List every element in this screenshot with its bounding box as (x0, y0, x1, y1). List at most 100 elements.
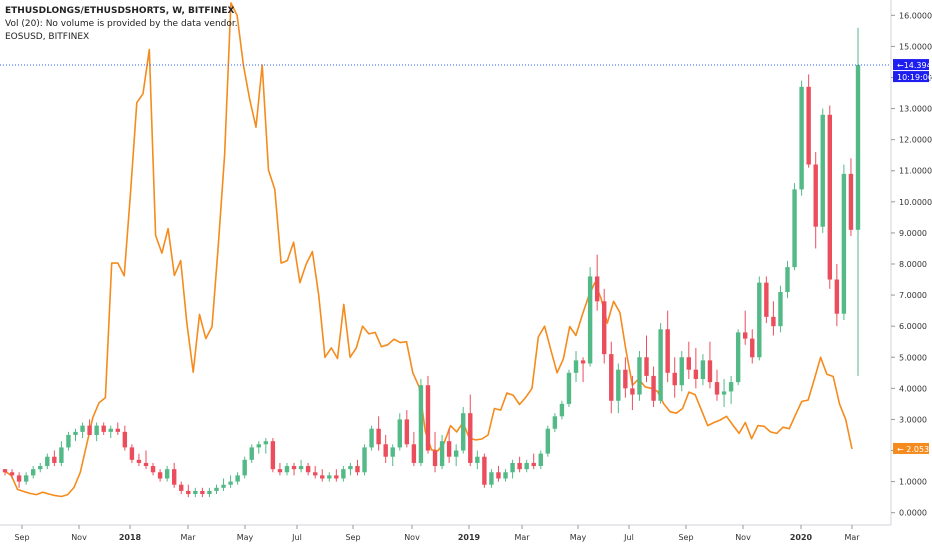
candle-body (66, 434, 71, 448)
candle-body (757, 282, 762, 358)
candle-body (461, 413, 466, 451)
candle-body (200, 490, 205, 495)
candle-body (496, 472, 501, 479)
candle-body (820, 114, 825, 227)
candle-body (700, 360, 706, 380)
time-axis[interactable]: Sep Nov 2018 Mar May Jul Sep Nov 2019 Mar May Jul Se… (14, 525, 860, 542)
candle-body (672, 372, 677, 386)
candle-body (129, 447, 135, 460)
volume-indicator-label[interactable]: Vol (20): No volume is provided by the d… (5, 19, 238, 29)
chart-legend: ETHUSDLONGS/ETHUSDSHORTS, W, BITFINEX Vo… (5, 5, 238, 44)
candle-body (771, 316, 776, 327)
candle-body (312, 472, 318, 476)
candle-body (714, 382, 720, 395)
time-axis-label: Sep (345, 533, 360, 542)
candle-body (305, 466, 311, 473)
candle-body (38, 466, 43, 470)
candle-body (446, 441, 452, 457)
candle-body (531, 462, 536, 467)
candle-body (355, 466, 360, 473)
price-axis-label: 3.0000 (899, 415, 927, 424)
price-axis-label: 8.0000 (899, 260, 927, 269)
candle-body (432, 450, 438, 467)
last-price-tag (893, 59, 929, 71)
overlay-symbol-label[interactable]: EOSUSD, BITFINEX (5, 32, 90, 42)
candle-body (785, 267, 790, 292)
candle-body (693, 369, 699, 380)
candle-body (686, 357, 692, 370)
time-axis-label: Sep (678, 533, 693, 542)
candle-body (834, 279, 840, 314)
candle-body (728, 382, 734, 392)
price-axis-label: 1.0000 (899, 478, 927, 487)
candle-body (792, 189, 797, 268)
time-axis-label: 2018 (119, 533, 142, 542)
price-axis-label: 7.0000 (899, 291, 927, 300)
candle-body (87, 425, 92, 435)
candle-body (559, 403, 565, 417)
candle-body (453, 450, 459, 457)
overlay-price-tag-label: ← 2.0538 (897, 445, 932, 454)
candle-body (94, 425, 99, 435)
time-axis-label: Nov (71, 533, 87, 542)
candle-body (482, 456, 487, 485)
price-axis-label: 13.0000 (899, 105, 932, 114)
candle-body (799, 86, 804, 190)
candle-body (369, 428, 374, 448)
candle-body (108, 428, 113, 432)
candle-body (101, 425, 106, 432)
candle-body (348, 466, 353, 470)
candle-body (651, 375, 656, 401)
candle-body (235, 475, 240, 482)
candle-body (179, 484, 184, 491)
price-axis-label: 6.0000 (899, 322, 927, 331)
candle-body (193, 490, 198, 495)
candle-body (573, 360, 579, 373)
candle-body (73, 431, 78, 435)
candle-body (23, 475, 29, 482)
price-axis-label: 12.0000 (899, 136, 932, 145)
candle-body (270, 441, 276, 470)
candle-body (171, 469, 177, 485)
price-axis[interactable]: 16.000015.000014.000013.000012.000011.00… (891, 11, 932, 518)
candle-body (658, 329, 663, 401)
candle-body (214, 487, 219, 491)
candle-body (256, 444, 261, 448)
price-axis-label: 5.0000 (899, 353, 927, 362)
candle-body (397, 419, 402, 448)
candle-body (30, 469, 36, 476)
time-axis-label: Nov (404, 533, 420, 542)
candle-body (524, 462, 529, 470)
candle-body (750, 338, 755, 358)
candle-body (186, 490, 191, 495)
candle-body (439, 441, 445, 467)
candle-body (813, 164, 818, 227)
candle-body (679, 357, 684, 386)
symbol-title[interactable]: ETHUSDLONGS/ETHUSDSHORTS, W, BITFINEX (5, 6, 235, 16)
candle-body (475, 456, 480, 463)
candle-body (9, 472, 15, 476)
candle-body (249, 447, 254, 460)
candle-body (425, 385, 431, 451)
axis-tags: ←14.3944 10:19:06 ← 2.0538 (893, 59, 932, 454)
candle-body (609, 354, 614, 401)
price-axis-label: 9.0000 (899, 229, 927, 238)
price-axis-label: 10.0000 (899, 198, 932, 207)
candle-body (157, 472, 163, 479)
candle-body (298, 466, 304, 470)
candle-body (510, 462, 515, 473)
candle-body (735, 332, 741, 383)
time-axis-label: 2019 (458, 533, 481, 542)
candle-body (616, 369, 621, 401)
time-axis-label: May (237, 533, 254, 542)
candle-body (376, 428, 381, 445)
candle-body (764, 282, 769, 317)
candle-body (418, 385, 424, 463)
time-axis-label: Mar (180, 533, 196, 542)
candle-body (327, 475, 332, 479)
candle-body (637, 357, 642, 395)
candle-body (489, 472, 494, 485)
time-axis-label: 2020 (790, 533, 813, 542)
candle-body (115, 428, 120, 432)
